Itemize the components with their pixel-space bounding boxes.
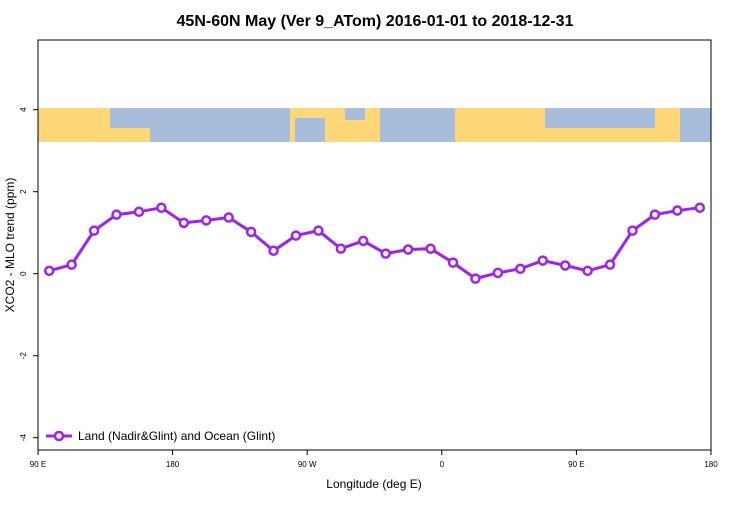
point — [201, 215, 212, 226]
point — [582, 265, 593, 277]
y-tick-label: 2 — [19, 189, 28, 194]
point — [470, 273, 481, 284]
legend-marker — [53, 430, 65, 442]
y-tick-label: -4 — [19, 434, 28, 442]
point — [156, 202, 167, 213]
x-axis-label: Longitude (deg E) — [326, 477, 421, 491]
plot-frame — [37, 39, 712, 451]
point — [425, 243, 436, 254]
point — [245, 226, 257, 238]
chart-title: 45N-60N May (Ver 9_ATom) 2016-01-01 to 2… — [177, 13, 574, 30]
point — [178, 217, 190, 229]
point — [66, 259, 77, 270]
point — [559, 260, 571, 271]
legend-label: Land (Nadir&Glint) and Ocean (Glint) — [78, 429, 275, 443]
x-tick-label: 0 — [440, 460, 445, 469]
point — [88, 225, 100, 236]
y-tick-label: -2 — [19, 352, 28, 360]
x-tick-label: 180 — [166, 460, 180, 469]
point — [268, 245, 279, 256]
point — [402, 244, 414, 255]
point — [133, 206, 145, 218]
series-line — [48, 206, 700, 281]
x-tick-label: 180 — [704, 460, 718, 469]
point — [492, 267, 504, 279]
x-tick-label: 90 E — [30, 460, 46, 469]
y-axis-label: XCO2 - MLO trend (ppm) — [3, 178, 17, 313]
point — [358, 235, 369, 247]
point — [223, 212, 234, 223]
point — [537, 255, 548, 266]
x-tick-label: 90 E — [568, 460, 584, 469]
point — [649, 209, 661, 220]
x-tick-label: 90 W — [298, 460, 317, 469]
point — [672, 205, 683, 216]
point — [694, 202, 706, 213]
point — [447, 257, 459, 268]
y-tick-label: 0 — [19, 271, 28, 276]
point — [627, 225, 638, 236]
point — [335, 243, 347, 254]
point — [515, 263, 526, 275]
y-tick-label: 4 — [19, 107, 28, 112]
map-strip — [38, 108, 711, 142]
point — [313, 225, 324, 236]
point — [604, 259, 616, 270]
point — [111, 209, 122, 220]
point — [380, 248, 391, 259]
point — [43, 265, 55, 277]
point — [290, 230, 302, 241]
